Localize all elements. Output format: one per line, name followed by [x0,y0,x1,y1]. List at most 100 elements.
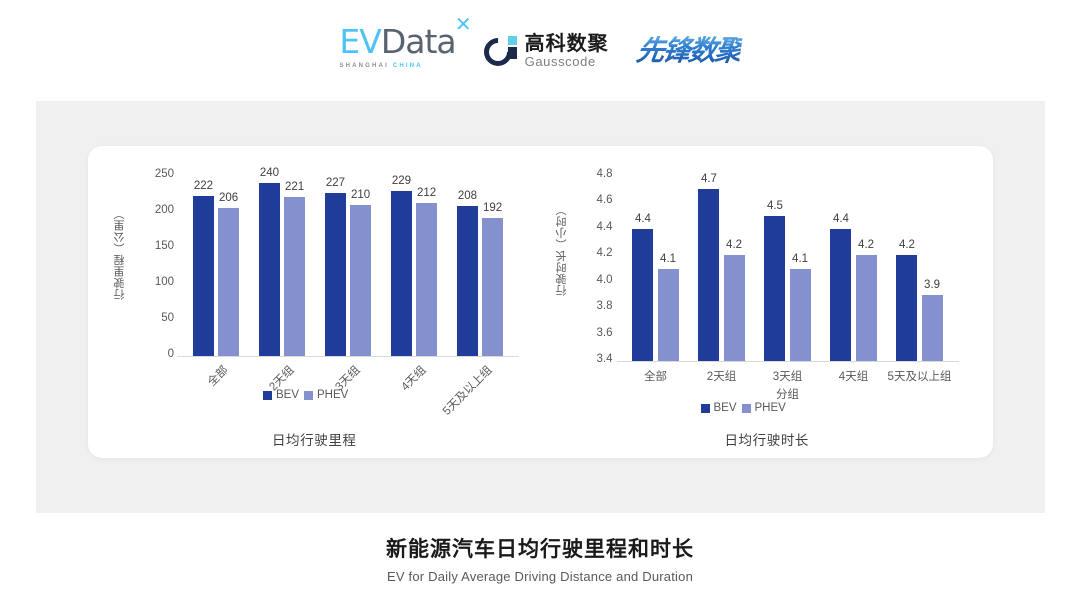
chart-daily-duration: 行驶时长（小时） 3.4 3.6 3.8 4.0 4.2 4.4 4.6 4.8 4.4 4.1 全部… [541,146,994,458]
bar-phev [284,196,306,356]
legend-swatch-icon [263,390,272,400]
legend-label: PHEV [754,402,786,414]
legend-label: BEV [276,389,300,401]
bar-bev [390,191,412,356]
bar-value-label: 4.2 [898,239,915,252]
x-axis-tick: 全部 [205,364,231,389]
x-axis-tick: 5天及以上组 [887,371,952,383]
bar-value-label: 3.9 [924,278,941,291]
legend-item-bev[interactable]: BEV [700,402,737,414]
legend-item-phev[interactable]: PHEV [741,402,786,414]
bar-value-label: 221 [284,180,305,193]
bar-value-label: 192 [482,201,503,214]
y-axis-tick: 3.8 [596,300,613,313]
bar-value-label: 4.1 [660,252,677,265]
bar-phev [921,294,943,361]
bar-value-label: 4.7 [700,173,717,186]
bar-value-label: 4.2 [726,239,743,252]
bar-value-label: 4.1 [792,252,809,265]
y-axis-tick: 100 [154,276,174,288]
bar-bev [698,189,720,361]
chart-caption: 日均行驶里程 [271,433,357,448]
legend-label: BEV [713,402,737,414]
bar-value-label: 206 [218,191,239,204]
xianfeng-logo: 先锋数聚 [634,29,744,69]
bar-bev [632,228,654,361]
evdata-tagline-shanghai: SHANGHAI [339,63,393,69]
bar-value-label: 222 [193,180,214,193]
bar-value-label: 240 [259,167,280,180]
y-axis-tick: 4.2 [596,247,613,260]
legend-swatch-icon [304,390,314,400]
logo-strip: EV Data ✕ SHANGHAI CHINA 高科数聚 Gausscode … [0,14,1080,72]
bar-value-label: 4.5 [766,199,783,212]
x-axis-tick: 4天组 [838,371,869,383]
bar-value-label: 4.4 [832,212,849,225]
bar-phev [482,217,504,356]
legend-item-phev[interactable]: PHEV [304,389,348,401]
gausscode-mark-icon [477,31,518,72]
x-axis-title: 分组 [776,389,799,401]
bar-bev [456,206,478,356]
x-axis-tick: 3天组 [772,371,803,383]
y-axis-label: 行驶时长（小时） [555,204,568,296]
evdata-wordmark: EV Data ✕ [339,14,471,61]
gausscode-en-name: Gausscode [524,54,596,70]
x-mark-icon: ✕ [454,14,472,36]
bar-value-label: 212 [416,187,437,200]
chart-legend: BEV PHEV [700,402,786,414]
y-axis-tick: 3.6 [596,326,613,339]
bar-phev [416,203,438,356]
y-axis-tick: 4.8 [596,168,613,180]
bar-phev [657,268,679,361]
bar-value-label: 4.4 [634,212,651,225]
bar-bev [258,183,280,356]
x-axis-tick: 5天及以上组 [440,364,495,418]
bar-value-label: 210 [350,188,371,201]
evdata-ev-text: EV [339,22,381,61]
bar-phev [855,255,877,361]
charts-card: 行驶里程（公里） 0 50 100 150 200 250 222 206 全部 240 221 2天组… [88,146,993,458]
y-axis-tick: 3.4 [596,353,613,365]
gausscode-cn-name: 高科数聚 [524,33,609,56]
x-axis-tick: 2天组 [706,371,737,383]
x-axis-line [177,356,519,357]
legend-swatch-icon [741,403,751,413]
bar-value-label: 229 [391,175,412,188]
y-axis-label: 行驶里程（公里） [114,208,126,300]
chart-legend: BEV PHEV [263,389,348,401]
bar-value-label: 227 [325,176,346,189]
y-axis-tick: 50 [161,312,174,324]
evdata-data-text: Data [380,22,457,61]
gausscode-logo: 高科数聚 Gausscode [477,31,609,72]
x-axis-tick: 4天组 [399,364,429,394]
y-axis-tick: 200 [154,204,174,216]
evdata-tagline: SHANGHAI CHINA [339,63,422,69]
x-axis-tick: 全部 [644,371,667,383]
y-axis-tick: 4.0 [596,273,613,286]
chart-caption: 日均行驶时长 [724,433,810,448]
y-axis-tick: 4.6 [596,194,613,207]
bar-bev [192,196,214,356]
bar-bev [830,228,852,361]
bar-bev [324,192,346,356]
legend-label: PHEV [317,389,349,401]
bar-phev [789,268,811,361]
page-subtitle: EV for Daily Average Driving Distance an… [386,569,694,584]
y-axis-tick: 250 [154,168,174,180]
legend-swatch-icon [700,403,710,413]
bar-phev [350,204,372,356]
legend-item-bev[interactable]: BEV [263,389,299,401]
y-axis-tick: 0 [167,348,174,360]
y-axis-tick: 4.4 [596,220,613,233]
evdata-tagline-china: CHINA [392,63,423,69]
gausscode-text: 高科数聚 Gausscode [525,34,609,69]
bar-value-label: 4.2 [858,239,875,252]
bar-phev [723,255,745,361]
bar-value-label: 208 [457,190,478,203]
x-axis-line [616,361,959,362]
bar-bev [896,255,918,361]
chart-daily-distance: 行驶里程（公里） 0 50 100 150 200 250 222 206 全部 240 221 2天组… [88,146,541,458]
charts-row: 行驶里程（公里） 0 50 100 150 200 250 222 206 全部 240 221 2天组… [88,146,993,458]
